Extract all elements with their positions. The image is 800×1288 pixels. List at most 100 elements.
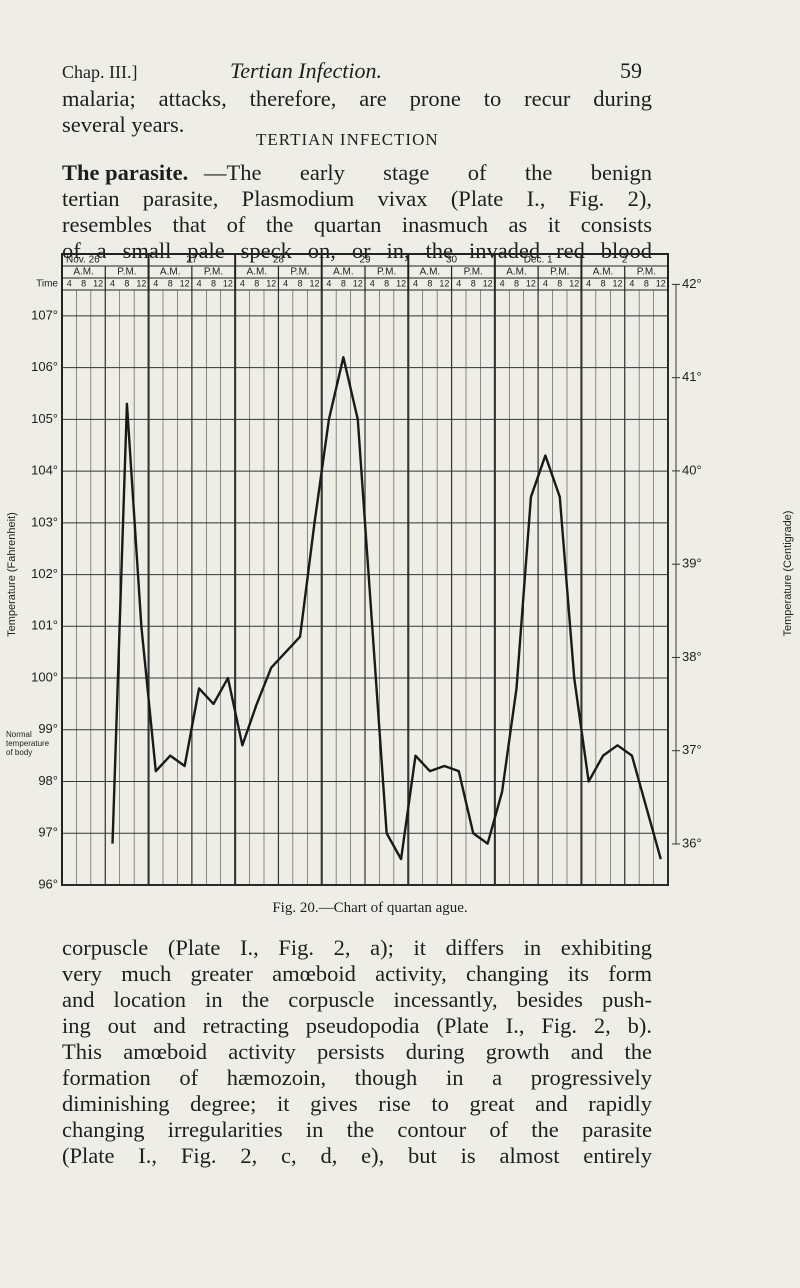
x-tick-label: 12 [396,278,406,288]
period-label: A.M. [506,267,527,278]
text-line: This amœboid activity persists during gr… [62,1039,652,1064]
text-line: ing out and retracting pseudopodia (Plat… [62,1013,652,1038]
x-tick-label: 4 [197,278,202,288]
caption: Fig. 20.—Chart of quartan ague. [272,900,468,916]
x-tick-label: 4 [456,278,461,288]
period-label: P.M. [464,267,483,278]
x-tick-label: 8 [298,278,303,288]
day-label: 30 [446,255,458,266]
x-tick-label: 4 [370,278,375,288]
text-line: tertian parasite, Plasmodium vivax (Plat… [62,186,652,211]
y2-tick-label: 37° [682,742,702,757]
day-label: 29 [359,255,371,266]
x-tick-label: 12 [526,278,536,288]
period-label: P.M. [550,267,569,278]
x-tick-label: 4 [413,278,418,288]
y2-tick-label: 42° [682,276,702,291]
day-label: 2 [622,255,628,266]
lead: The parasite. [62,160,189,185]
y2-axis-label: Temperature (Centigrade) [782,511,794,637]
x-tick-label: 4 [67,278,72,288]
y-tick-label: 97° [38,825,58,840]
x-tick-label: 12 [223,278,233,288]
text-line: of a small pale speck on, or in, the inv… [62,238,652,263]
text-line: diminishing degree; it gives rise to gre… [62,1091,652,1116]
x-tick-label: 8 [168,278,173,288]
x-tick-label: 12 [353,278,363,288]
temperature-line [111,356,662,861]
x-tick-label: 12 [93,278,103,288]
x-tick-label: 12 [656,278,666,288]
y-tick-label: 106° [31,359,58,374]
annotation: Normal [6,730,32,739]
x-tick-label: 8 [471,278,476,288]
x-tick-label: 4 [586,278,591,288]
day-label: Dec. 1 [524,255,553,266]
day-label: 27 [186,255,198,266]
x-tick-label: 4 [240,278,245,288]
y-axis-label: Temperature (Fahrenheit) [6,512,18,637]
x-tick-label: 12 [309,278,319,288]
y-tick-label: 103° [31,514,58,529]
x-tick-label: 4 [153,278,158,288]
period-label: A.M. [73,267,94,278]
text-line: corpuscle (Plate I., Fig. 2, a); it diff… [62,935,652,960]
x-tick-label: 8 [384,278,389,288]
day-label: 28 [273,255,285,266]
y-tick-label: 99° [38,721,58,736]
annotation: of body [6,748,32,757]
y-tick-label: 98° [38,773,58,788]
y2-tick-label: 39° [682,556,702,571]
x-axis-label: Time [36,279,58,290]
x-tick-label: 4 [500,278,505,288]
text-line: several years. [62,112,185,137]
period-label: A.M. [160,267,181,278]
x-tick-label: 8 [124,278,129,288]
period-label: A.M. [420,267,441,278]
x-tick-label: 4 [110,278,115,288]
chapter: Chap. III.] [62,62,138,82]
text-line: resembles that of the quartan inasmuch a… [62,212,652,237]
page-number: 59 [620,58,642,83]
period-label: P.M. [377,267,396,278]
running-title: Tertian Infection. [230,58,382,83]
x-tick-label: 12 [136,278,146,288]
y2-tick-label: 41° [682,369,702,384]
x-tick-label: 4 [326,278,331,288]
text-line: and location in the corpuscle incessantl… [62,987,652,1012]
x-tick-label: 12 [569,278,579,288]
x-tick-label: 8 [341,278,346,288]
y-tick-label: 104° [31,463,58,478]
text-line: malaria; attacks, therefore, are prone t… [62,86,652,111]
x-tick-label: 8 [81,278,86,288]
x-tick-label: 8 [514,278,519,288]
y2-tick-label: 40° [682,462,702,477]
y2-tick-label: 38° [682,649,702,664]
text-line: formation of hæmozoin, though in a progr… [62,1065,652,1090]
x-tick-label: 8 [601,278,606,288]
y-tick-label: 101° [31,618,58,633]
period-label: A.M. [593,267,614,278]
text-line: —The early stage of the benign [204,160,652,185]
text-line: changing irregularities in the contour o… [62,1117,652,1142]
y2-tick-label: 36° [682,835,702,850]
x-tick-label: 12 [180,278,190,288]
period-label: A.M. [333,267,354,278]
x-tick-label: 8 [211,278,216,288]
section-heading: TERTIAN INFECTION [256,130,439,149]
x-tick-label: 12 [439,278,449,288]
x-tick-label: 4 [283,278,288,288]
period-label: P.M. [290,267,309,278]
text-line: very much greater amœboid activity, chan… [62,961,652,986]
x-tick-label: 8 [644,278,649,288]
x-tick-label: 12 [266,278,276,288]
period-label: P.M. [204,267,223,278]
period-label: P.M. [117,267,136,278]
x-tick-label: 8 [557,278,562,288]
x-tick-label: 4 [629,278,634,288]
annotation: temperature [6,739,50,748]
x-tick-label: 12 [483,278,493,288]
y-tick-label: 105° [31,411,58,426]
